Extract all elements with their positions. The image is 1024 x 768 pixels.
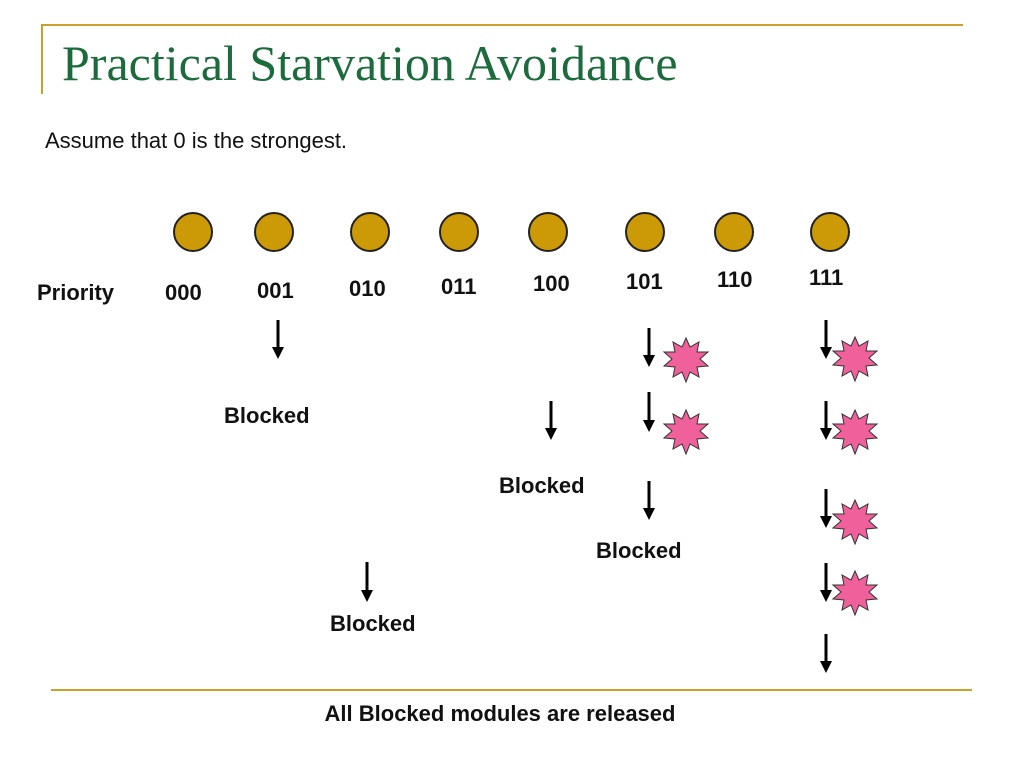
blocked-label-001: Blocked [224,403,310,428]
down-arrow-icon [643,481,655,520]
priority-value-010: 010 [349,276,386,301]
slide-subtitle: Assume that 0 is the strongest. [45,128,348,153]
node-001 [254,212,294,252]
starburst-icon [832,570,878,616]
footer-text: All Blocked modules are released [324,701,676,726]
starburst-icon [663,337,709,383]
down-arrow-icon [643,328,655,367]
starburst-icon [663,409,709,455]
title-accent-vertical-line [41,24,43,94]
priority-value-011: 011 [441,274,477,299]
priority-value-100: 100 [533,271,570,296]
down-arrow-icon [643,392,655,432]
node-100 [528,212,568,252]
priority-value-110: 110 [717,267,753,292]
footer-divider-line [51,689,972,691]
down-arrow-icon [545,401,557,440]
starburst-icon [832,409,878,455]
blocked-label-101: Blocked [596,538,682,563]
down-arrow-icon [820,489,832,528]
down-arrow-icon [820,320,832,359]
node-101 [625,212,665,252]
priority-label: Priority [37,280,115,305]
blocked-label-100: Blocked [499,473,585,498]
starburst-icon [832,499,878,545]
down-arrow-icon [820,563,832,602]
priority-value-000: 000 [165,280,202,305]
node-011 [439,212,479,252]
node-000 [173,212,213,252]
priority-value-111: 111 [809,265,844,290]
down-arrow-icon [272,320,284,359]
node-010 [350,212,390,252]
blocked-label-010: Blocked [330,611,416,636]
priority-value-101: 101 [626,269,663,294]
title-accent-horizontal-line [41,24,963,26]
priority-value-001: 001 [257,278,294,303]
node-110 [714,212,754,252]
slide-title: Practical Starvation Avoidance [62,35,678,91]
down-arrow-icon [820,634,832,673]
down-arrow-icon [361,562,373,602]
node-111 [810,212,850,252]
down-arrow-icon [820,401,832,440]
starburst-icon [832,336,878,382]
